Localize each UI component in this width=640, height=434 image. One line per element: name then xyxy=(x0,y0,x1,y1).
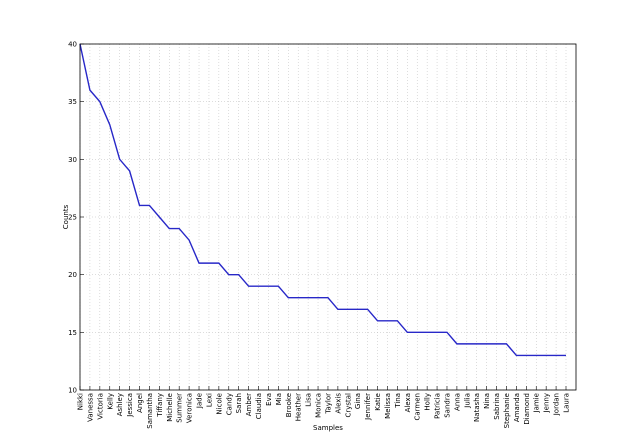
x-tick-label: Sarah xyxy=(235,393,243,413)
x-tick-label: Sabrina xyxy=(493,393,501,420)
x-tick-label: Melissa xyxy=(384,393,392,419)
x-tick-label: Anna xyxy=(453,393,461,411)
x-tick-label: Alexa xyxy=(404,393,412,412)
x-tick-label: Amber xyxy=(245,393,253,416)
x-tick-label: Eva xyxy=(265,393,273,406)
x-tick-label: Tina xyxy=(394,393,402,409)
x-tick-label: Lexi xyxy=(205,393,213,407)
x-tick-label: Nikki xyxy=(77,393,85,410)
x-tick-label: Holly xyxy=(424,393,432,411)
x-tick-label: Katie xyxy=(374,393,382,411)
x-tick-label: Jordan xyxy=(553,393,561,416)
x-tick-label: Laura xyxy=(563,393,571,413)
x-tick-label: Gina xyxy=(354,393,362,409)
x-tick-label: Jessica xyxy=(126,393,134,418)
y-axis-label: Counts xyxy=(62,204,70,229)
x-tick-label: Ashley xyxy=(116,393,124,416)
x-tick-label: Nicole xyxy=(215,393,223,415)
x-tick-label: Stephanie xyxy=(503,393,511,428)
x-tick-label: Angel xyxy=(136,393,144,413)
x-tick-label: Mia xyxy=(275,393,283,405)
x-tick-label: Jamie xyxy=(533,393,541,413)
plot-frame xyxy=(79,43,577,391)
x-tick-label: Julia xyxy=(463,393,471,409)
x-tick-label: Samantha xyxy=(146,393,154,429)
x-tick-label: Veronica xyxy=(186,393,194,423)
x-tick-label: Vanessa xyxy=(86,393,94,422)
y-tick-label: 10 xyxy=(68,387,77,395)
x-tick-label: Claudia xyxy=(255,393,263,419)
y-tick-label: 30 xyxy=(68,156,77,164)
y-tick-label: 40 xyxy=(68,41,77,49)
y-tick-label: 20 xyxy=(68,271,77,279)
x-tick-label: Heather xyxy=(295,393,303,421)
x-tick-label: Monica xyxy=(315,393,323,418)
x-tick-label: Sandra xyxy=(443,393,451,418)
x-tick-label: Kelly xyxy=(106,393,114,410)
x-tick-label: Michelle xyxy=(166,393,174,422)
x-tick-label: Jenny xyxy=(543,393,551,413)
x-tick-label: Tiffany xyxy=(156,393,164,418)
x-tick-label: Patricia xyxy=(434,393,442,419)
x-tick-label: Alexis xyxy=(334,393,342,414)
x-tick-label: Amanda xyxy=(513,393,521,422)
x-tick-label: Crystal xyxy=(344,393,352,418)
y-tick-label: 15 xyxy=(68,329,77,337)
x-tick-label: Taylor xyxy=(324,393,332,415)
x-tick-label: Diamond xyxy=(523,393,531,425)
x-tick-label: Brooke xyxy=(285,393,293,417)
x-tick-label: Candy xyxy=(225,393,233,415)
x-tick-label: Victoria xyxy=(96,393,104,420)
x-tick-label: Jennifer xyxy=(364,393,372,421)
x-tick-label: Jade xyxy=(196,393,204,409)
x-tick-label: Natasha xyxy=(473,393,481,422)
x-tick-label: Nina xyxy=(483,393,491,409)
x-tick-label: Lisa xyxy=(305,393,313,407)
series-line xyxy=(79,43,566,357)
x-tick-label: Summer xyxy=(176,393,184,423)
x-tick-label: Carmen xyxy=(414,393,422,421)
y-tick-label: 25 xyxy=(68,214,77,222)
y-tick-label: 35 xyxy=(68,98,77,106)
x-axis-label: Samples xyxy=(313,424,343,432)
